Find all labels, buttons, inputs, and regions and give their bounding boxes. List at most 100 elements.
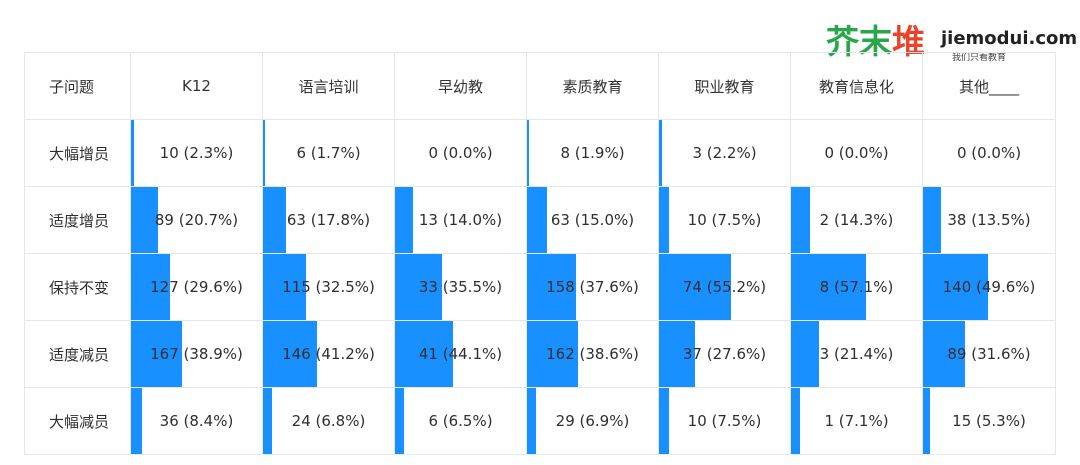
percentage-bar xyxy=(263,321,317,387)
percentage-bar xyxy=(263,388,272,454)
data-cell: 0 (0.0%) xyxy=(790,119,923,187)
cell-value: 24 (6.8%) xyxy=(291,412,366,430)
cell-value: 13 (14.0%) xyxy=(418,211,503,229)
cell-value: 37 (27.6%) xyxy=(682,345,767,363)
data-cell: 6 (1.7%) xyxy=(262,119,395,187)
data-cell: 10 (2.3%) xyxy=(130,119,263,187)
cell-value: 36 (8.4%) xyxy=(159,412,234,430)
column-header: 其他____ xyxy=(922,52,1056,120)
cell-value: 8 (57.1%) xyxy=(819,278,894,296)
column-header: 教育信息化 xyxy=(790,52,923,120)
data-cell: 15 (5.3%) xyxy=(922,387,1056,455)
data-cell: 162 (38.6%) xyxy=(526,320,659,388)
percentage-bar xyxy=(791,388,801,454)
cell-value: 146 (41.2%) xyxy=(282,345,375,363)
column-header: 语言培训 xyxy=(262,52,395,120)
cell-value: 74 (55.2%) xyxy=(682,278,767,296)
percentage-bar xyxy=(395,254,442,320)
cell-value: 6 (1.7%) xyxy=(296,144,361,162)
percentage-bar xyxy=(527,120,530,186)
cell-value: 162 (38.6%) xyxy=(546,345,639,363)
cell-value: 140 (49.6%) xyxy=(942,278,1036,296)
cell-value: 8 (1.9%) xyxy=(560,144,625,162)
data-cell: 8 (1.9%) xyxy=(526,119,659,187)
cell-value: 0 (0.0%) xyxy=(956,144,1022,162)
percentage-bar xyxy=(527,187,547,253)
cell-value: 15 (5.3%) xyxy=(952,412,1026,430)
data-cell: 2 (14.3%) xyxy=(790,186,923,254)
percentage-bar xyxy=(263,120,266,186)
column-header: K12 xyxy=(130,52,263,120)
cell-value: 2 (14.3%) xyxy=(819,211,894,229)
cell-value: 3 (2.2%) xyxy=(692,144,757,162)
data-cell: 0 (0.0%) xyxy=(922,119,1056,187)
percentage-bar xyxy=(395,321,453,387)
header-row: 子问题 K12 语言培训 早幼教 素质教育 职业教育 教育信息化 其他____ xyxy=(24,52,1056,120)
data-cell: 167 (38.9%) xyxy=(130,320,263,388)
data-cell: 24 (6.8%) xyxy=(262,387,395,455)
cell-value: 1 (7.1%) xyxy=(824,412,889,430)
data-cell: 37 (27.6%) xyxy=(658,320,791,388)
percentage-bar xyxy=(791,254,866,320)
percentage-bar xyxy=(923,254,989,320)
cell-value: 33 (35.5%) xyxy=(418,278,503,296)
table-row: 大幅增员 10 (2.3%) 6 (1.7%) 0 (0.0%) 8 (1.9%) 3 (… xyxy=(24,119,1056,187)
cell-value: 89 (20.7%) xyxy=(154,211,239,229)
data-cell: 140 (49.6%) xyxy=(922,253,1056,321)
corner-header: 子问题 xyxy=(24,52,131,120)
data-cell: 29 (6.9%) xyxy=(526,387,659,455)
data-cell: 115 (32.5%) xyxy=(262,253,395,321)
table-row: 适度增员 89 (20.7%) 63 (17.8%) 13 (14.0%) 63 (15… xyxy=(24,186,1056,254)
cell-value: 10 (2.3%) xyxy=(159,144,234,162)
percentage-bar xyxy=(659,321,696,387)
table-row: 保持不变 127 (29.6%) 115 (32.5%) 33 (35.5%) 158 … xyxy=(24,253,1056,321)
cell-value: 38 (13.5%) xyxy=(947,211,1031,229)
data-cell: 1 (7.1%) xyxy=(790,387,923,455)
cell-value: 29 (6.9%) xyxy=(555,412,630,430)
column-header: 职业教育 xyxy=(658,52,791,120)
data-cell: 3 (2.2%) xyxy=(658,119,791,187)
data-cell: 33 (35.5%) xyxy=(394,253,527,321)
percentage-bar xyxy=(263,254,306,320)
percentage-bar xyxy=(659,187,669,253)
percentage-bar xyxy=(395,388,404,454)
table-row: 大幅减员 36 (8.4%) 24 (6.8%) 6 (6.5%) 29 (6.9%) 1… xyxy=(24,387,1056,455)
data-cell: 3 (21.4%) xyxy=(790,320,923,388)
percentage-bar xyxy=(527,321,578,387)
row-label: 大幅增员 xyxy=(24,119,131,187)
results-table: 子问题 K12 语言培训 早幼教 素质教育 职业教育 教育信息化 其他____ … xyxy=(24,52,1056,455)
data-cell: 36 (8.4%) xyxy=(130,387,263,455)
data-cell: 6 (6.5%) xyxy=(394,387,527,455)
data-cell: 89 (20.7%) xyxy=(130,186,263,254)
cell-value: 158 (37.6%) xyxy=(546,278,639,296)
percentage-bar xyxy=(131,321,182,387)
data-cell: 89 (31.6%) xyxy=(922,320,1056,388)
cell-value: 10 (7.5%) xyxy=(687,412,762,430)
cell-value: 3 (21.4%) xyxy=(819,345,894,363)
percentage-bar xyxy=(659,120,662,186)
percentage-bar xyxy=(263,187,287,253)
cell-value: 89 (31.6%) xyxy=(947,345,1031,363)
percentage-bar xyxy=(923,388,930,454)
cell-value: 0 (0.0%) xyxy=(428,144,493,162)
table-body: 大幅增员 10 (2.3%) 6 (1.7%) 0 (0.0%) 8 (1.9%) 3 (… xyxy=(24,119,1056,455)
data-cell: 146 (41.2%) xyxy=(262,320,395,388)
percentage-bar xyxy=(527,254,577,320)
data-cell: 158 (37.6%) xyxy=(526,253,659,321)
data-cell: 63 (15.0%) xyxy=(526,186,659,254)
percentage-bar xyxy=(923,187,941,253)
table-row: 适度减员 167 (38.9%) 146 (41.2%) 41 (44.1%) 162 … xyxy=(24,320,1056,388)
row-label: 适度减员 xyxy=(24,320,131,388)
cell-value: 41 (44.1%) xyxy=(418,345,503,363)
cell-value: 63 (17.8%) xyxy=(286,211,371,229)
data-cell: 13 (14.0%) xyxy=(394,186,527,254)
percentage-bar xyxy=(659,388,669,454)
data-cell: 127 (29.6%) xyxy=(130,253,263,321)
column-header: 素质教育 xyxy=(526,52,659,120)
logo-chinese-text: 芥末堆 xyxy=(826,22,925,62)
percentage-bar xyxy=(659,254,732,320)
cell-value: 63 (15.0%) xyxy=(550,211,635,229)
cell-value: 127 (29.6%) xyxy=(150,278,243,296)
cell-value: 10 (7.5%) xyxy=(687,211,762,229)
percentage-bar xyxy=(131,254,170,320)
